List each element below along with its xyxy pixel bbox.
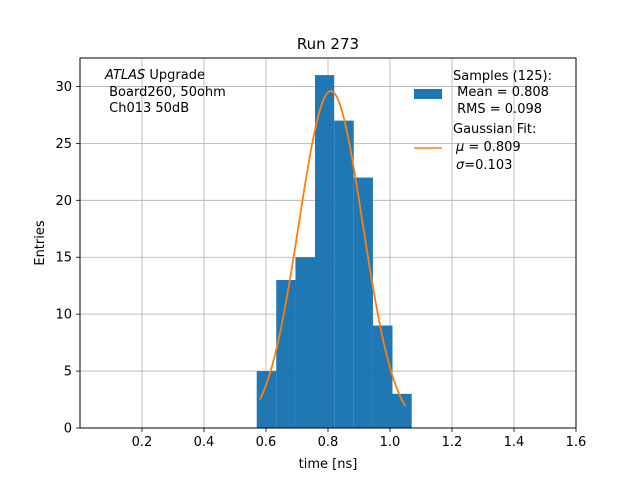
histogram-bar (314, 75, 335, 429)
y-tick-label: 0 (64, 422, 72, 437)
annotation: ATLAS Upgrade Board260, 50ohm Ch013 50dB (104, 68, 226, 116)
legend-fit-sigma-symbol: σ (456, 158, 465, 173)
legend-samples-rms: RMS = 0.098 (453, 102, 542, 117)
annotation-upgrade: Upgrade (145, 68, 205, 83)
legend-samples-title: Samples (125): (453, 69, 552, 84)
x-axis-label: time [ns] (299, 457, 358, 472)
histogram-bars (256, 75, 412, 429)
histogram-bar (256, 371, 277, 428)
y-tick-label: 20 (55, 194, 72, 209)
x-tick-label: 1.6 (566, 435, 587, 450)
legend-fit-mu-value: = 0.809 (464, 140, 520, 155)
legend-fit-title: Gaussian Fit: (453, 122, 536, 137)
svg-text:ATLAS Upgrade: ATLAS Upgrade (104, 68, 205, 83)
y-tick-label: 30 (55, 80, 72, 95)
x-tick-label: 1.0 (380, 435, 401, 450)
x-tick-label: 0.6 (256, 435, 277, 450)
y-tick-label: 25 (55, 137, 72, 152)
legend-fit-mu-symbol: μ (455, 140, 464, 155)
x-tick-label: 0.4 (194, 435, 215, 450)
histogram-bar (392, 393, 412, 428)
histogram-bar (353, 177, 373, 428)
svg-text:σ=0.103: σ=0.103 (456, 158, 512, 173)
annotation-atlas: ATLAS (104, 68, 145, 83)
annotation-channel: Ch013 50dB (105, 101, 189, 116)
annotation-board: Board260, 50ohm (105, 85, 226, 100)
x-tick-label: 1.4 (504, 435, 525, 450)
legend-samples-mean: Mean = 0.808 (453, 85, 549, 100)
y-tick-label: 5 (64, 365, 72, 380)
histogram-bar (276, 280, 296, 428)
y-axis-ticks: 0 5 10 15 20 25 30 (55, 80, 80, 437)
y-tick-label: 10 (55, 308, 72, 323)
legend-samples-swatch (414, 89, 442, 99)
legend: Samples (125): Mean = 0.808 RMS = 0.098 … (414, 69, 552, 173)
gaussian-fit-curve (258, 90, 407, 407)
legend-fit-sigma-value: =0.103 (464, 158, 512, 173)
svg-text:μ = 0.809: μ = 0.809 (455, 140, 521, 155)
x-tick-label: 0.2 (132, 435, 153, 450)
chart-title: Run 273 (297, 35, 359, 53)
y-tick-label: 15 (55, 251, 72, 266)
histogram-bar (295, 257, 315, 428)
gaussian-fit (258, 90, 407, 407)
x-axis-ticks: 0.2 0.4 0.6 0.8 1.0 1.2 1.4 1.6 (132, 428, 587, 450)
histogram-bar (334, 120, 354, 428)
histogram-bar (372, 325, 393, 428)
x-tick-label: 0.8 (318, 435, 339, 450)
y-axis-label: Entries (33, 220, 48, 266)
x-tick-label: 1.2 (442, 435, 463, 450)
